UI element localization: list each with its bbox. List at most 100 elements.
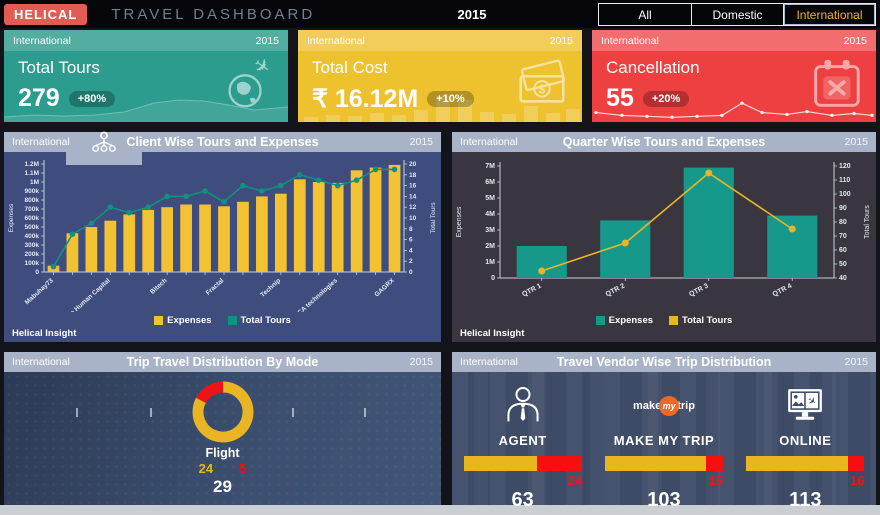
panel-header: International Quarter Wise Tours and Exp…	[452, 132, 876, 152]
svg-text:12: 12	[409, 204, 417, 211]
svg-text:GAGRX: GAGRX	[373, 277, 396, 299]
banknote-dollar-icon: $	[519, 59, 566, 103]
flight-tours-value: 24	[198, 461, 214, 476]
svg-text:QTR 3: QTR 3	[688, 283, 710, 299]
panel-scope: International	[460, 136, 518, 148]
svg-text:600k: 600k	[24, 215, 39, 222]
svg-text:Sage Human Capital: Sage Human Capital	[60, 277, 112, 312]
svg-text:2: 2	[409, 258, 413, 265]
vendor-bar-cancelled	[705, 456, 724, 471]
legend-item: Total Tours	[669, 315, 732, 326]
panel-year: 2015	[844, 356, 868, 368]
kpi-total-cost: International 2015 Total Cost ₹ 16.12M	[298, 30, 582, 122]
vendor-total-value: 113	[789, 489, 822, 511]
filter-all-button[interactable]: All	[599, 4, 691, 25]
vendor-agent: AGENT 24 63	[457, 382, 588, 512]
svg-text:3M: 3M	[485, 227, 495, 234]
filter-domestic-button[interactable]: Domestic	[691, 4, 783, 25]
svg-text:110: 110	[839, 177, 850, 184]
kpi-year: 2015	[549, 34, 573, 47]
svg-text:10: 10	[409, 215, 417, 222]
svg-text:2M: 2M	[485, 243, 495, 250]
svg-text:4: 4	[409, 247, 413, 254]
svg-text:Total Tours: Total Tours	[864, 205, 871, 239]
vendor-bar-tours	[604, 456, 706, 471]
svg-text:80: 80	[839, 219, 847, 226]
svg-text:40: 40	[839, 275, 847, 282]
horizontal-scrollbar[interactable]	[0, 505, 880, 515]
kpi-header: International 2015	[592, 30, 876, 51]
vendor-name: AGENT	[498, 433, 547, 448]
kpi-scope: International	[13, 34, 71, 47]
svg-text:6: 6	[409, 237, 413, 244]
axis-tick	[292, 408, 294, 417]
vendor-makemytrip: make my trip MAKE MY TRIP 15 103	[598, 382, 729, 512]
kpi-title: Total Tours	[18, 58, 100, 77]
panel-scope: International	[12, 136, 70, 148]
quarter-combo-chart: 0 1M 2M 3M 4M 5M 6M 7M 40 50 60 70 80 90 100 110 120 QTR …	[456, 162, 871, 299]
online-monitor-icon: ✈	[788, 389, 823, 420]
kpi-title: Cancellation	[606, 58, 700, 77]
svg-text:QTR 2: QTR 2	[605, 283, 627, 299]
panel-title: Travel Vendor Wise Trip Distribution	[556, 355, 772, 369]
kpi-year: 2015	[843, 34, 867, 47]
svg-text:7M: 7M	[485, 163, 495, 170]
panel-title: Trip Travel Distribution By Mode	[126, 355, 319, 369]
kpi-body: Cancellation 55 +20%	[592, 51, 876, 122]
panel-header: International Client Wise Tours and Expe…	[4, 132, 441, 152]
hierarchy-icon	[92, 131, 116, 152]
vendor-name: ONLINE	[779, 433, 832, 448]
kpi-body: Total Tours 279 +80% ✈	[4, 51, 288, 122]
vendor-bar-tours	[463, 456, 537, 471]
vendor-bar	[604, 456, 724, 471]
svg-text:200k: 200k	[24, 251, 39, 258]
panel-header: International Trip Travel Distribution B…	[4, 352, 441, 372]
vendor-name: MAKE MY TRIP	[613, 433, 715, 448]
svg-text:300k: 300k	[24, 242, 39, 249]
scope-filter-group: All Domestic International	[598, 3, 876, 26]
legend-label: Expenses	[167, 315, 212, 326]
svg-text:$: $	[539, 84, 546, 97]
kpi-scope: International	[307, 34, 365, 47]
panel-client-wise: International Client Wise Tours and Expe…	[4, 131, 441, 342]
svg-text:800k: 800k	[24, 197, 39, 204]
svg-text:QTR 4: QTR 4	[772, 283, 794, 299]
svg-text:QTR 1: QTR 1	[521, 283, 543, 299]
kpi-body: Total Cost ₹ 16.12M +10% $	[298, 51, 582, 122]
agent-icon	[507, 386, 539, 422]
flight-donut-chart	[192, 381, 253, 443]
kpi-delta-badge: +80%	[68, 90, 116, 107]
svg-text:18: 18	[409, 172, 417, 179]
svg-text:90: 90	[839, 205, 847, 212]
svg-text:16: 16	[409, 183, 417, 190]
kpi-title: Total Cost	[312, 58, 388, 77]
svg-text:50: 50	[839, 261, 847, 268]
mode-label: Flight	[205, 446, 240, 460]
vendor-cancelled-value: 24	[567, 473, 582, 488]
svg-text:Expenses: Expenses	[8, 203, 15, 232]
panel-year: 2015	[844, 136, 868, 148]
legend-label: Total Tours	[682, 315, 733, 326]
svg-text:CA technologies: CA technologies	[296, 277, 339, 312]
panel-vendor-distribution: International Travel Vendor Wise Trip Di…	[452, 352, 876, 511]
filter-international-button[interactable]: International	[783, 4, 875, 25]
legend-item: Expenses	[595, 315, 653, 326]
panel-quarter-wise: International Quarter Wise Tours and Exp…	[452, 132, 876, 342]
panel-scope: International	[12, 356, 70, 368]
svg-text:70: 70	[839, 233, 847, 240]
flight-total-value: 29	[213, 477, 232, 496]
svg-text:400k: 400k	[24, 233, 39, 240]
vendor-bar	[746, 456, 865, 471]
svg-text:Expenses: Expenses	[456, 206, 463, 237]
panel-title: Client Wise Tours and Expenses	[126, 135, 319, 149]
svg-text:1M: 1M	[29, 179, 38, 186]
svg-text:1.2M: 1.2M	[24, 161, 38, 168]
svg-text:120: 120	[839, 163, 851, 170]
panel-title: Quarter Wise Tours and Expenses	[562, 135, 766, 149]
svg-text:5M: 5M	[485, 195, 495, 202]
kpi-value: 279	[18, 84, 60, 112]
page-title: TRAVEL DASHBOARD	[111, 5, 316, 23]
line-sparkline	[594, 101, 874, 119]
svg-text:500k: 500k	[24, 224, 39, 231]
